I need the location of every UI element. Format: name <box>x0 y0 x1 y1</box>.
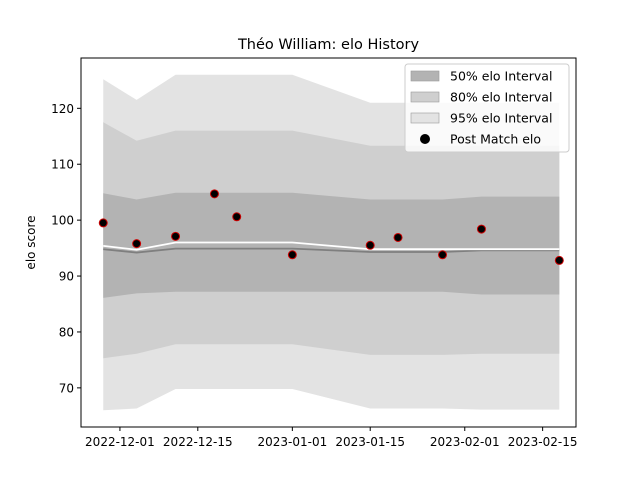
data-point <box>287 250 297 260</box>
data-point <box>209 189 219 199</box>
x-tick-label: 2023-01-15 <box>335 435 405 449</box>
y-tick-label: 100 <box>51 214 74 228</box>
legend-swatch-80pct-elo-interval <box>410 91 440 103</box>
data-point <box>365 240 375 250</box>
x-tick-label: 2023-02-01 <box>430 435 500 449</box>
data-point <box>476 224 486 234</box>
legend-label-95pct-elo-interval: 95% elo Interval <box>450 111 552 126</box>
data-point <box>132 239 142 249</box>
data-point <box>393 232 403 242</box>
data-point <box>438 250 448 260</box>
data-point <box>554 255 564 265</box>
median-line-4 <box>103 241 560 251</box>
legend-marker-post-match-elo <box>420 134 430 144</box>
y-tick-label: 80 <box>59 325 74 339</box>
legend-box <box>404 63 570 153</box>
y-tick-label: 120 <box>51 102 74 116</box>
x-axis: 2022-12-01 2022-12-15 2023-01-01 2023-01-15… <box>85 427 578 449</box>
median-line-3 <box>103 247 560 254</box>
x-tick-label: 2022-12-15 <box>163 435 233 449</box>
legend-swatch-50pct-elo-interval <box>410 70 440 82</box>
interval-bands <box>103 74 560 411</box>
legend: 50% elo Interval 80% elo Interval 95% elo … <box>404 63 570 153</box>
legend-label-80pct-elo-interval: 80% elo Interval <box>450 90 552 105</box>
data-point <box>171 231 181 241</box>
legend-label-post-match-elo: Post Match elo <box>450 132 541 147</box>
y-tick-label: 70 <box>59 381 74 395</box>
y-tick-label: 90 <box>59 270 74 284</box>
chart-title: Théo William: elo History <box>237 37 420 53</box>
legend-label-50pct-elo-interval: 50% elo Interval <box>450 69 552 84</box>
data-point <box>98 218 108 228</box>
x-tick-label: 2022-12-01 <box>85 435 155 449</box>
x-tick-label: 2023-01-01 <box>257 435 327 449</box>
data-point <box>232 212 242 222</box>
post-match-points <box>98 189 564 265</box>
legend-swatch-95pct-elo-interval <box>410 112 440 124</box>
median-lines <box>103 241 560 254</box>
y-tick-label: 110 <box>51 158 74 172</box>
x-tick-label: 2023-02-15 <box>508 435 578 449</box>
y-axis: 70 80 90 100 110 120 <box>51 102 81 395</box>
y-axis-label: elo score <box>24 215 38 269</box>
plot-frame <box>80 57 577 428</box>
